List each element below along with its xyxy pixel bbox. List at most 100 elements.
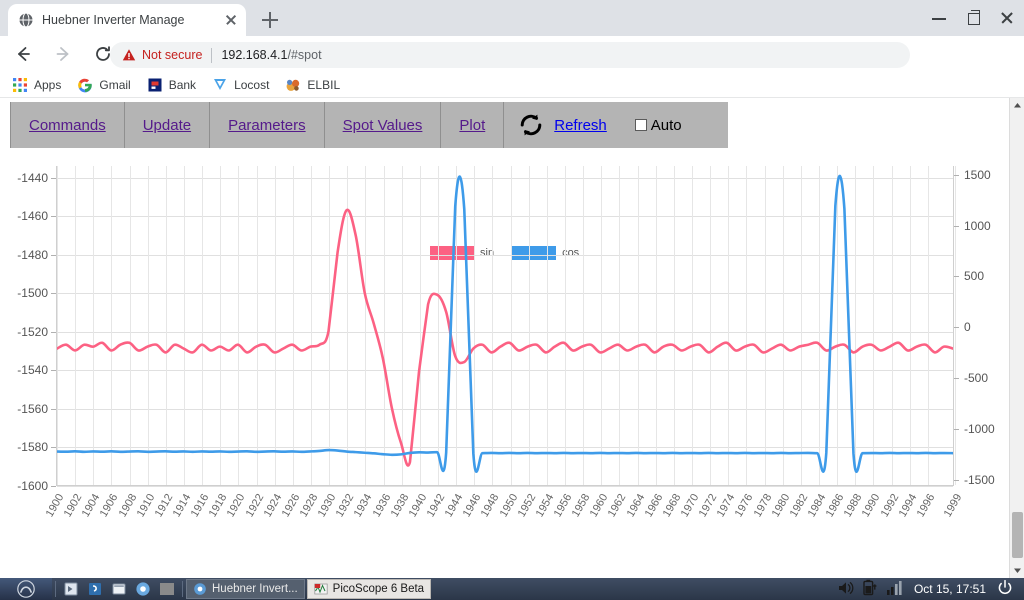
taskbar-divider [182, 581, 183, 597]
bookmark-elbil[interactable]: ELBIL [285, 77, 340, 93]
gridline-vertical [75, 166, 77, 485]
close-icon[interactable] [222, 11, 240, 29]
window-icon[interactable] [83, 578, 107, 600]
y-axis-right-tick-label: 1000 [964, 218, 991, 233]
nav-label: Parameters [228, 116, 306, 134]
scrollbar-thumb[interactable] [1012, 512, 1023, 558]
placeholder-icon[interactable] [155, 578, 179, 600]
scroll-up-arrow-icon[interactable] [1010, 98, 1024, 113]
back-arrow-icon[interactable] [6, 37, 40, 71]
signal-bars-icon[interactable] [884, 579, 904, 599]
gridline-vertical [637, 166, 639, 485]
auto-checkbox[interactable] [634, 119, 647, 131]
gridline-vertical [710, 166, 712, 485]
window-controls [922, 0, 1024, 36]
address-bar[interactable]: Not secure 192.168.4.1/#spot [110, 42, 910, 68]
refresh-circular-arrows-icon[interactable] [518, 112, 544, 138]
gridline-vertical [93, 166, 95, 485]
plot-area [56, 166, 956, 487]
nav-item-spot-values[interactable]: Spot Values [325, 102, 442, 148]
system-tray: Oct 15, 17:51 [834, 579, 1024, 599]
elbil-icon [285, 77, 301, 93]
y-axis-left-tick-label: -1460 [17, 209, 48, 224]
gridline-vertical [129, 166, 131, 485]
y-axis-right-tick [954, 429, 959, 431]
y-axis-left-tick-label: -1540 [17, 363, 48, 378]
y-axis-right-tick [954, 174, 959, 176]
y-axis-left-tick [51, 254, 56, 256]
nav-label: Spot Values [342, 116, 423, 134]
refresh-control[interactable]: Refresh [504, 102, 621, 148]
gridline-vertical [764, 166, 766, 485]
apps-grid-icon [12, 77, 28, 93]
bookmark-label: Apps [34, 77, 62, 92]
reload-icon[interactable] [86, 37, 120, 71]
y-axis-left-tick-label: -1580 [17, 440, 48, 455]
forward-arrow-icon[interactable] [46, 37, 80, 71]
minimize-icon[interactable] [922, 0, 956, 36]
gridline-horizontal [57, 216, 953, 218]
restore-icon[interactable] [956, 0, 990, 36]
taskbar-window-huebner[interactable]: Huebner Invert... [186, 579, 305, 599]
gridline-horizontal [57, 254, 953, 256]
taskbar-window-picoscope[interactable]: PicoScope 6 Beta [306, 579, 432, 599]
gridline-vertical [492, 166, 494, 485]
y-axis-left-tick [51, 216, 56, 218]
legend-swatch-sin [430, 246, 474, 260]
gridline-vertical [292, 166, 294, 485]
security-status-label: Not secure [142, 48, 203, 62]
scroll-down-arrow-icon[interactable] [1010, 563, 1024, 578]
y-axis-left-tick [51, 486, 56, 487]
gridline-vertical [691, 166, 693, 485]
y-axis-right-tick [954, 225, 959, 227]
gridline-horizontal [57, 370, 953, 372]
legend-label-sin: sin [480, 247, 495, 259]
new-tab-button[interactable] [256, 6, 284, 34]
gridline-vertical [927, 166, 929, 485]
file-manager-icon[interactable] [59, 578, 83, 600]
gridline-vertical [310, 166, 312, 485]
taskbar-window-label: PicoScope 6 Beta [332, 583, 425, 595]
power-icon[interactable] [996, 579, 1016, 599]
nav-item-plot[interactable]: Plot [441, 102, 505, 148]
taskbar-clock: Oct 15, 17:51 [913, 582, 986, 596]
bookmark-label: Gmail [99, 77, 131, 92]
vertical-scrollbar[interactable] [1009, 98, 1024, 578]
volume-icon[interactable] [836, 579, 856, 599]
y-axis-right-tick-label: 1500 [964, 167, 991, 182]
terminal-icon[interactable] [107, 578, 131, 600]
series-line-cos [57, 176, 953, 472]
auto-refresh-toggle[interactable]: Auto [621, 117, 682, 134]
bookmark-apps[interactable]: Apps [12, 77, 61, 93]
nav-item-update[interactable]: Update [125, 102, 211, 148]
plot-gridlines [57, 166, 956, 487]
bookmark-bank[interactable]: Bank [147, 77, 196, 93]
y-axis-right-tick [954, 378, 959, 380]
nav-label: Commands [29, 116, 106, 134]
y-axis-left-tick [51, 293, 56, 295]
chrome-icon[interactable] [131, 578, 155, 600]
nav-item-commands[interactable]: Commands [10, 102, 125, 148]
y-axis-right-tick-label: -1500 [964, 472, 995, 487]
y-axis-left-tick-label: -1480 [17, 247, 48, 262]
bookmark-label: Locost [234, 77, 270, 92]
gridline-vertical [955, 166, 956, 485]
taskbar-divider [55, 581, 56, 597]
bookmark-gmail[interactable]: Gmail [77, 77, 131, 93]
gridline-vertical [655, 166, 657, 485]
gridline-vertical [510, 166, 512, 485]
gridline-horizontal [57, 408, 953, 410]
gridline-horizontal [57, 447, 953, 449]
y-axis-left-tick-label: -1560 [17, 401, 48, 416]
nav-item-parameters[interactable]: Parameters [210, 102, 325, 148]
gridline-horizontal [57, 331, 953, 333]
close-icon[interactable] [990, 0, 1024, 36]
gridline-vertical [256, 166, 258, 485]
y-axis-right-tick-label: -500 [964, 371, 989, 386]
battery-charging-icon[interactable] [860, 579, 880, 599]
browser-tab[interactable]: Huebner Inverter Manage [8, 4, 246, 36]
start-menu-icon[interactable] [0, 578, 52, 600]
gridline-vertical [837, 166, 839, 485]
bookmark-locost[interactable]: Locost [212, 77, 269, 93]
bank-icon [147, 77, 163, 93]
